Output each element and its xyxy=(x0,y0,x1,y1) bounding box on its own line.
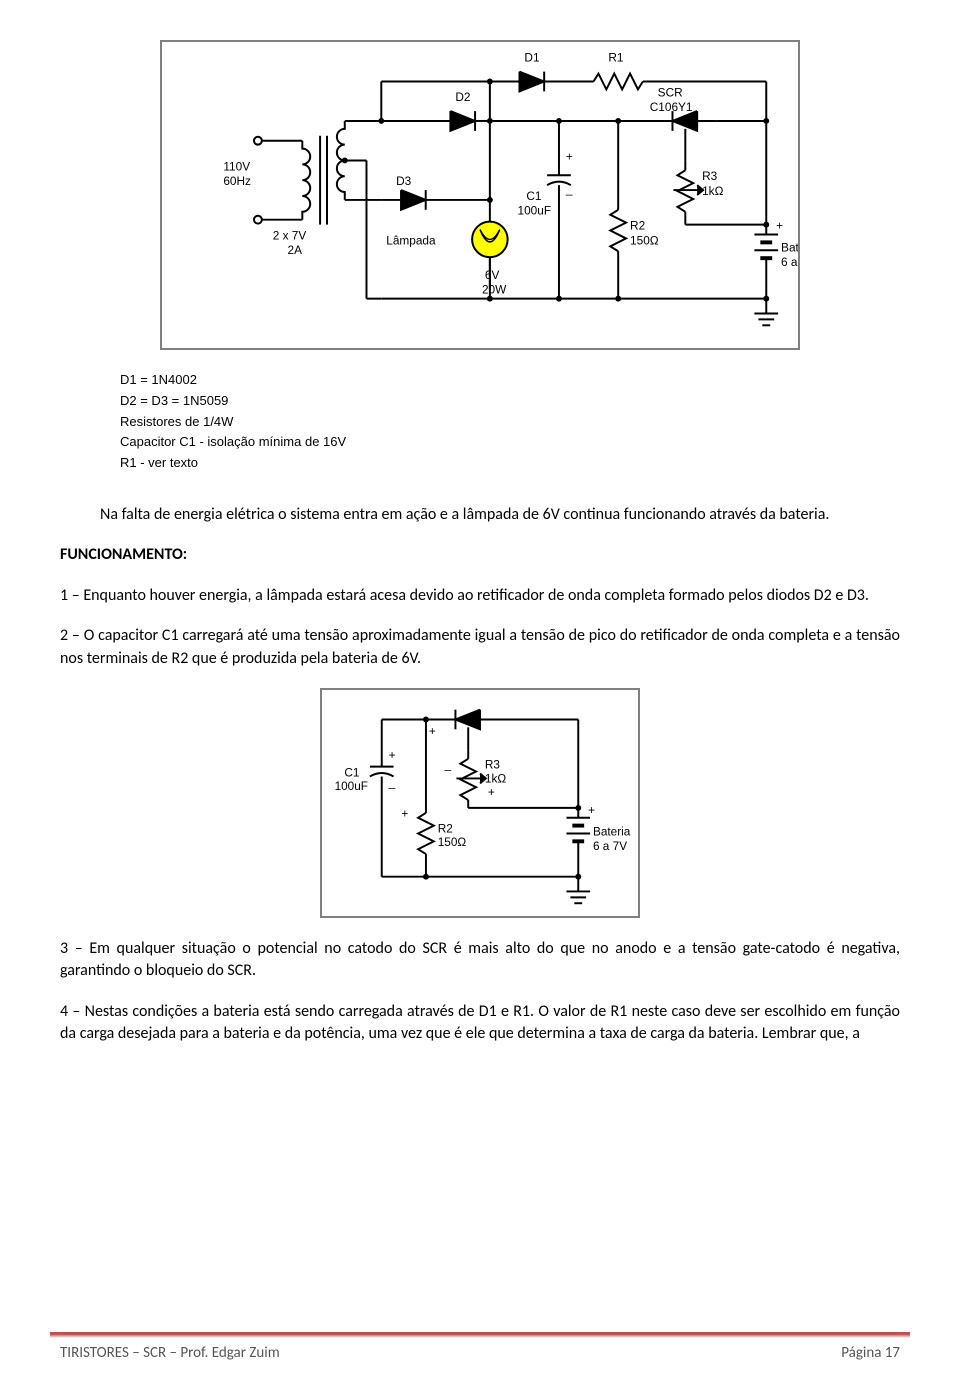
label-bat-val: 6 a 7V xyxy=(781,255,800,269)
page-footer: TIRISTORES – SCR – Prof. Edgar Zuim Pági… xyxy=(60,1332,900,1362)
circuit-notes: D1 = 1N4002 D2 = D3 = 1N5059 Resistores … xyxy=(120,370,900,474)
label-bat-plus: + xyxy=(776,219,783,233)
c2-c1-val: 100uF xyxy=(335,780,368,793)
label-src-v: 110V xyxy=(223,159,250,173)
c2-r3-val: 1kΩ xyxy=(485,772,506,785)
label-c1: C1 xyxy=(526,189,541,203)
label-c1-val: 100uF xyxy=(518,204,552,218)
label-d2: D2 xyxy=(455,90,470,104)
label-c1-minus: _ xyxy=(565,182,573,196)
label-r1: R1 xyxy=(608,51,623,65)
label-r2: R2 xyxy=(630,219,645,233)
c2-r3: R3 xyxy=(485,759,501,772)
label-lamp: Lâmpada xyxy=(386,233,436,247)
paragraph-4: 4 – Nestas condições a bateria está send… xyxy=(60,1001,900,1046)
c2-r2-plus: + xyxy=(401,808,408,821)
label-scr-part: C106Y1 xyxy=(650,100,693,114)
c2-bat-val: 6 a 7V xyxy=(593,840,627,853)
c2-r3-minus: _ xyxy=(444,759,452,772)
c2-bat-plus: + xyxy=(588,804,595,817)
label-lamp-v: 6V xyxy=(485,268,500,282)
c2-r3-plus: + xyxy=(488,786,495,799)
label-lamp-w: 20W xyxy=(482,283,507,297)
label-trans-a: 2A xyxy=(288,243,303,257)
note-line: D2 = D3 = 1N5059 xyxy=(120,391,900,412)
c2-minus-c1: _ xyxy=(388,776,396,789)
label-bat: Bateria xyxy=(781,240,800,254)
label-c1-plus: + xyxy=(566,149,573,163)
label-d3: D3 xyxy=(396,174,412,188)
paragraph-2: 2 – O capacitor C1 carregará até uma ten… xyxy=(60,625,900,670)
sub-circuit-diagram: + _ C1 100uF + R3 1kΩ _ + + R2 150Ω _ + xyxy=(320,688,640,918)
c2-plus-c1: + xyxy=(389,749,396,762)
c2-plus-scr: + xyxy=(429,725,436,738)
paragraph-1: 1 – Enquanto houver energia, a lâmpada e… xyxy=(60,585,900,607)
footer-right: Página 17 xyxy=(841,1344,900,1362)
c2-r2: R2 xyxy=(438,822,453,835)
main-circuit-diagram: D1 R1 D2 D3 Lâmpada 6V 20W xyxy=(160,40,800,350)
label-r2-val: 150Ω xyxy=(630,233,659,247)
note-line: D1 = 1N4002 xyxy=(120,370,900,391)
paragraph-3: 3 – Em qualquer situação o potencial no … xyxy=(60,938,900,983)
label-trans-sec: 2 x 7V xyxy=(273,228,307,242)
label-d1: D1 xyxy=(524,51,539,65)
note-line: R1 - ver texto xyxy=(120,453,900,474)
c2-r2-val: 150Ω xyxy=(438,836,467,849)
c2-bat: Bateria xyxy=(593,825,631,838)
label-r3: R3 xyxy=(702,169,718,183)
label-src-f: 60Hz xyxy=(223,174,251,188)
c2-c1: C1 xyxy=(344,766,359,779)
note-line: Resistores de 1/4W xyxy=(120,412,900,433)
page: D1 R1 D2 D3 Lâmpada 6V 20W xyxy=(0,0,960,1387)
paragraph-intro: Na falta de energia elétrica o sistema e… xyxy=(60,504,900,526)
footer-left: TIRISTORES – SCR – Prof. Edgar Zuim xyxy=(60,1344,280,1362)
label-r3-val: 1kΩ xyxy=(702,184,723,198)
note-line: Capacitor C1 - isolação mínima de 16V xyxy=(120,432,900,453)
label-scr: SCR xyxy=(658,85,683,99)
section-heading: FUNCIONAMENTO: xyxy=(60,544,900,566)
